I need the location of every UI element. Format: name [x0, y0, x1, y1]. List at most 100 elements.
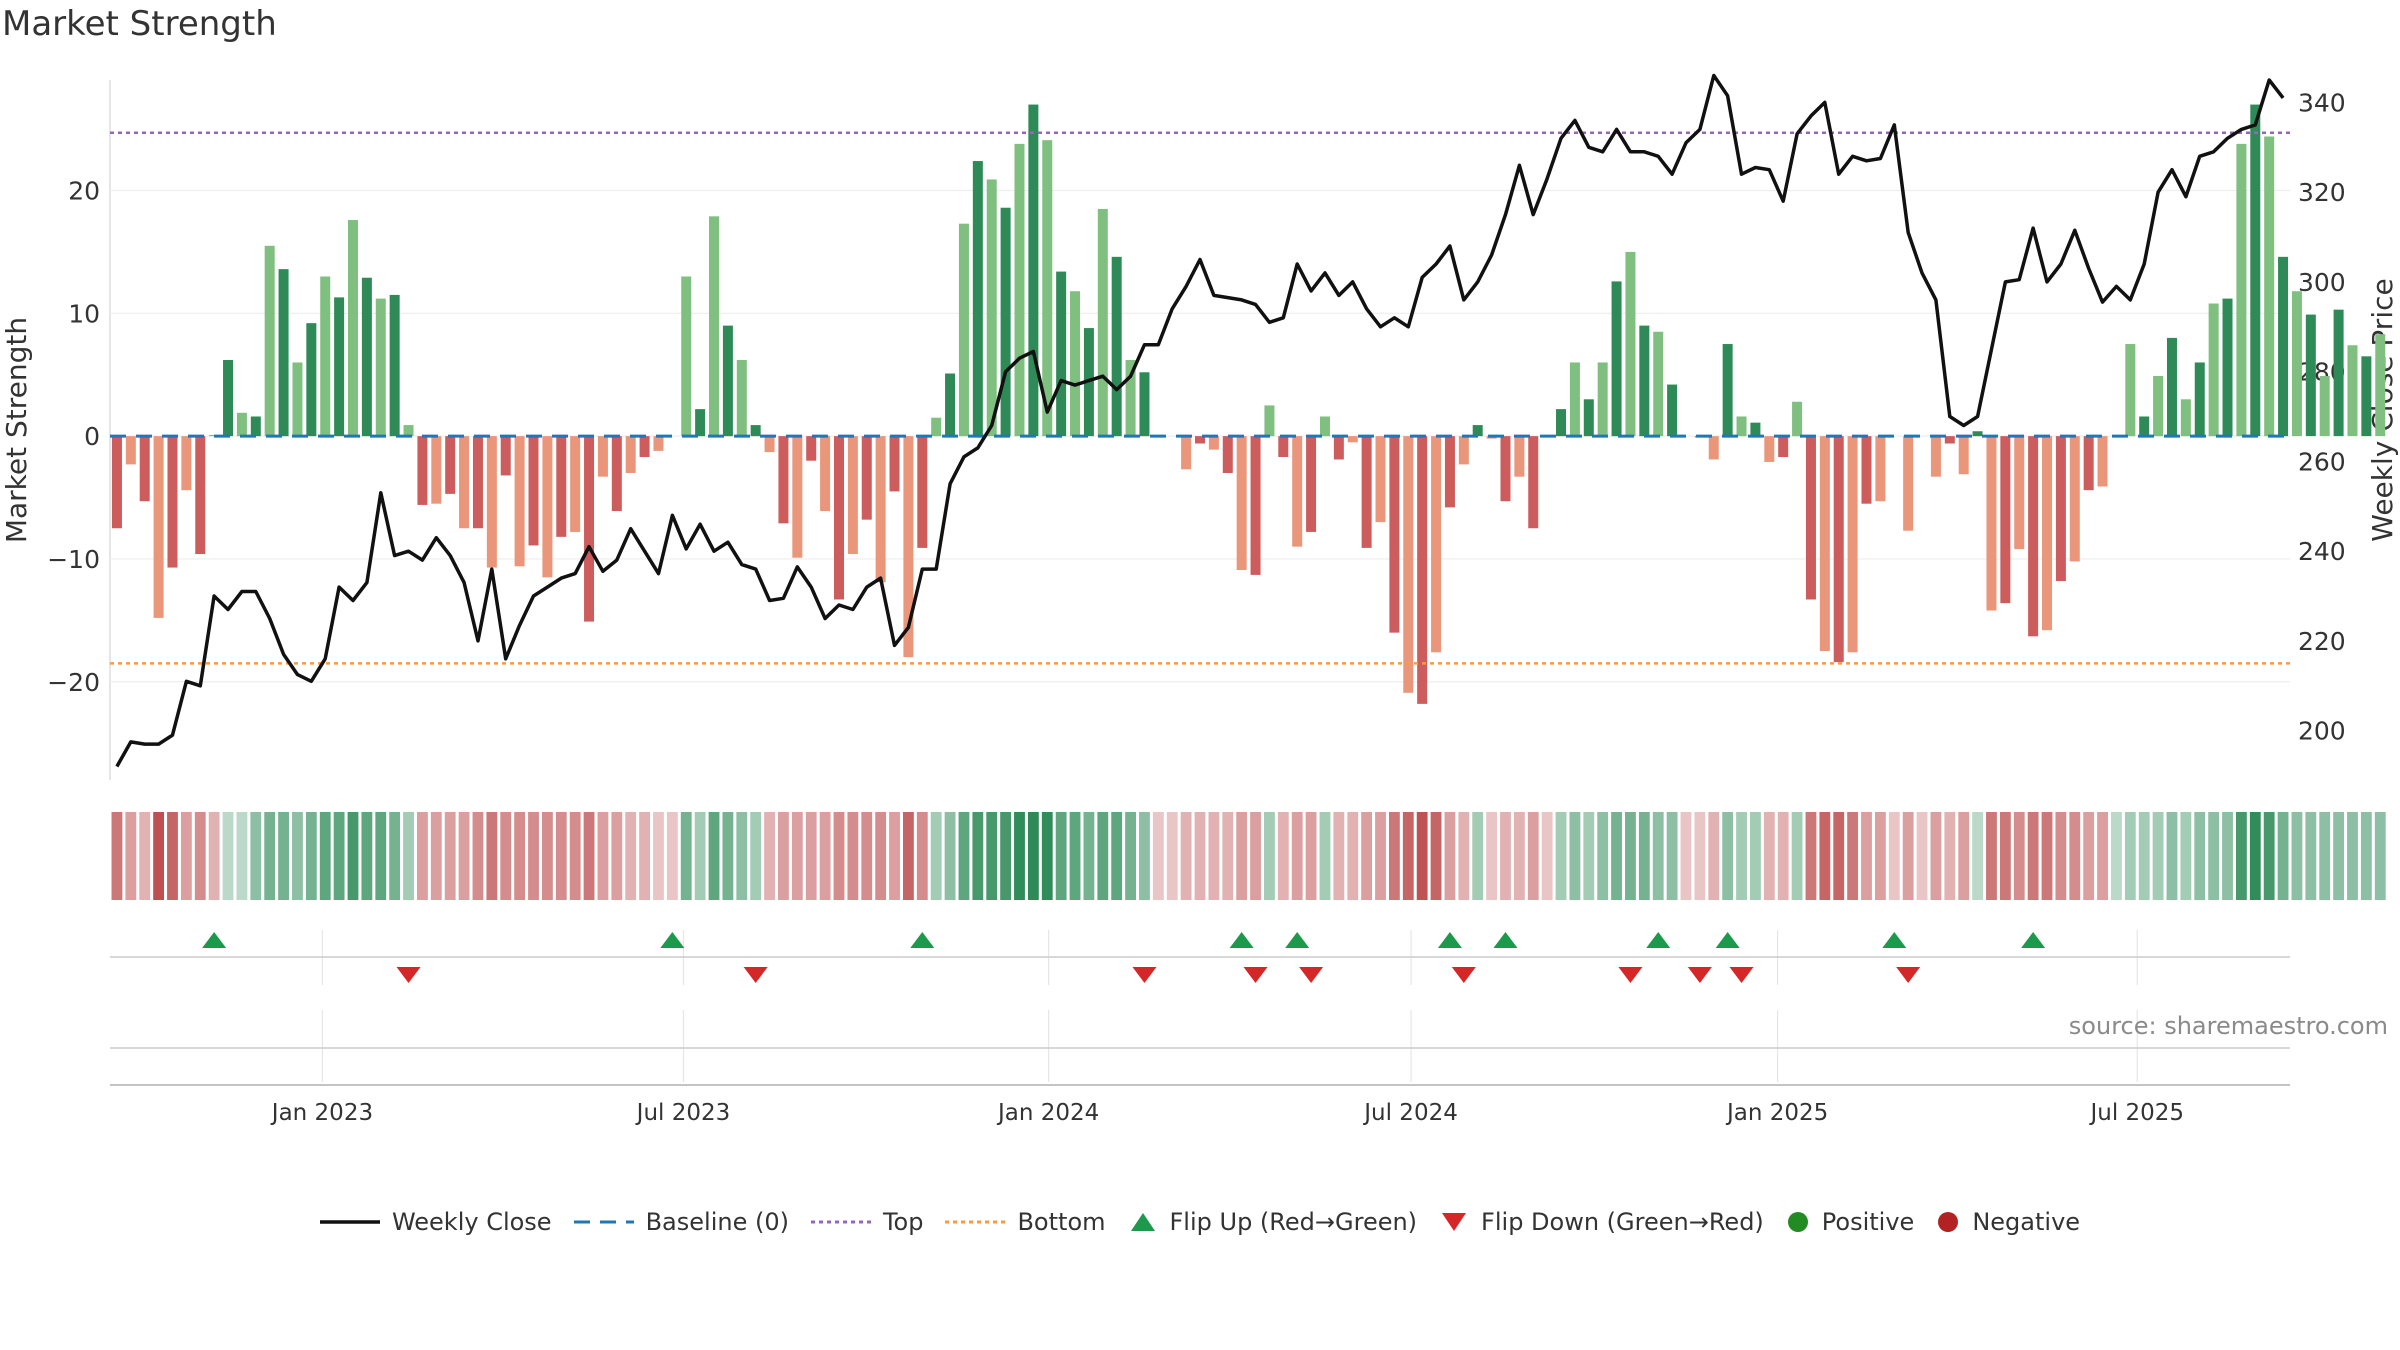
strength-shade-cell [805, 812, 817, 900]
strength-shade-cell [500, 812, 512, 900]
strength-shade-cell [1930, 812, 1942, 900]
strength-bar [1361, 436, 1372, 548]
strength-shade-cell [972, 812, 984, 900]
strength-bar [403, 425, 414, 437]
strength-bar [1653, 331, 1664, 437]
strength-bar [472, 436, 483, 529]
source-caption: source: sharemaestro.com [2068, 1012, 2388, 1040]
x-tick-label: Jan 2023 [270, 1100, 373, 1126]
strength-shade-cell [1944, 812, 1956, 900]
strength-shade-cell [361, 812, 373, 900]
strength-bar [986, 179, 997, 437]
strength-bar [903, 436, 914, 658]
strength-shade-cell [2333, 812, 2345, 900]
strength-shade-cell [153, 812, 165, 900]
strength-shade-cell [375, 812, 387, 900]
strength-shade-cell [305, 812, 317, 900]
strength-bar [778, 436, 789, 524]
strength-bar [750, 425, 761, 437]
strength-shade-cell [1555, 812, 1567, 900]
strength-shade-cell [2291, 812, 2303, 900]
strength-bar [445, 436, 456, 494]
x-tick-label: Jul 2025 [2088, 1100, 2184, 1126]
strength-bar [945, 373, 956, 437]
strength-bar [2222, 298, 2233, 437]
line-dotted-icon [810, 1220, 871, 1224]
strength-shade-cell [1416, 812, 1428, 900]
strength-shade-cell [444, 812, 456, 900]
legend-item-top: Top [810, 1208, 924, 1236]
strength-bar [111, 436, 122, 529]
legend-label: Flip Up (Red→Green) [1169, 1208, 1418, 1236]
strength-bar [917, 436, 928, 548]
strength-shade-cell [1888, 812, 1900, 900]
strength-bar [709, 216, 720, 437]
strength-bar [1792, 401, 1803, 437]
strength-shade-cell [2069, 812, 2081, 900]
strength-shade-cell [1291, 812, 1303, 900]
strength-shade-cell [2111, 812, 2122, 900]
strength-bar [681, 276, 692, 437]
strength-shade-cell [2360, 812, 2372, 900]
strength-bar [597, 436, 608, 477]
strength-bar [1583, 399, 1594, 437]
strength-bar [542, 436, 553, 578]
strength-bar [889, 436, 900, 492]
strength-bar [278, 269, 289, 437]
strength-shade-cell [125, 812, 137, 900]
strength-shade-cell [1597, 812, 1609, 900]
strength-shade-cell [1486, 812, 1498, 900]
strength-bar [1472, 425, 1483, 437]
strength-shade-cell [597, 812, 609, 900]
legend-label: Bottom [1017, 1208, 1106, 1236]
y-right-tick-label: 300 [2298, 268, 2346, 297]
strength-shade-cell [611, 812, 623, 900]
strength-bar [2208, 303, 2219, 437]
strength-bar [2042, 436, 2053, 631]
legend-label: Top [882, 1208, 924, 1236]
strength-shade-cell [2194, 812, 2206, 900]
strength-shade-cell [1305, 812, 1317, 900]
strength-shade-cell [1000, 812, 1012, 900]
strength-shade-cell [791, 812, 803, 900]
strength-shade-cell [1625, 812, 1636, 900]
strength-bar [250, 416, 261, 437]
strength-bar [1569, 362, 1580, 437]
strength-shade-cell [1680, 812, 1692, 900]
strength-shade-cell [541, 812, 553, 900]
strength-bar [2083, 436, 2094, 491]
strength-shade-cell [1763, 812, 1775, 900]
strength-shade-cell [208, 812, 220, 900]
strength-bar [431, 436, 442, 504]
strength-bar [139, 436, 150, 502]
strength-shade-cell [1833, 812, 1845, 900]
strength-shade-cell [1777, 812, 1789, 900]
dot-icon [1938, 1212, 1959, 1232]
strength-shade-cell [1916, 812, 1928, 900]
strength-shade-cell [958, 812, 970, 900]
strength-shade-cell [1097, 812, 1109, 900]
legend-label: Negative [1972, 1208, 2081, 1236]
strength-shade-cell [1194, 812, 1206, 900]
x-tick-label: Jan 2024 [996, 1100, 1099, 1126]
strength-shade-cell [1666, 812, 1678, 900]
y-right-tick-label: 260 [2298, 447, 2346, 476]
flip-down-marker [1618, 967, 1643, 983]
strength-shade-cell [1958, 812, 1970, 900]
strength-shade-cell [2374, 812, 2386, 900]
strength-shade-cell [736, 812, 748, 900]
legend-item-weekly-close: Weekly Close [319, 1208, 552, 1236]
strength-bar [2028, 436, 2039, 637]
strength-shade-cell [1527, 812, 1539, 900]
strength-bar [2180, 399, 2191, 437]
strength-shade-cell [847, 812, 859, 900]
strength-shade-cell [1583, 812, 1595, 900]
flip-down-marker [1132, 967, 1157, 983]
strength-shade-cell [1986, 812, 1997, 900]
strength-bar [2097, 436, 2108, 487]
strength-shade-cell [1347, 812, 1359, 900]
strength-bar [2375, 334, 2386, 437]
y-right-tick-label: 200 [2298, 717, 2346, 746]
strength-shade-cell [1333, 812, 1345, 900]
strength-shade-cell [1319, 812, 1331, 900]
